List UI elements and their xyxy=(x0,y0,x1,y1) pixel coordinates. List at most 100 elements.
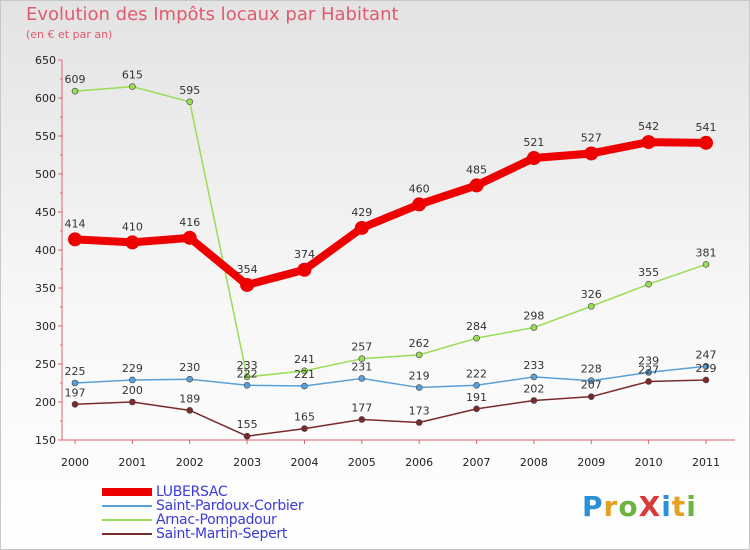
data-label-lubersac: 521 xyxy=(523,136,544,149)
data-label-arnac-pompadour: 284 xyxy=(466,320,487,333)
data-label-arnac-pompadour: 262 xyxy=(409,337,430,350)
data-label-lubersac: 542 xyxy=(638,120,659,133)
x-tick-label: 2011 xyxy=(692,456,720,469)
data-point-saint-pardoux-corbier xyxy=(71,379,79,387)
data-label-saint-martin-sepert: 165 xyxy=(294,411,315,424)
data-label-saint-martin-sepert: 189 xyxy=(179,392,200,405)
data-point-lubersac xyxy=(297,262,312,277)
data-point-lubersac xyxy=(354,220,369,235)
data-point-arnac-pompadour xyxy=(645,280,652,288)
legend-item: LUBERSAC xyxy=(102,484,402,500)
data-point-saint-martin-sepert xyxy=(702,376,710,384)
y-tick-label: 550 xyxy=(35,130,56,143)
x-tick-label: 2008 xyxy=(520,456,548,469)
data-label-arnac-pompadour: 326 xyxy=(581,288,602,301)
data-label-saint-martin-sepert: 202 xyxy=(523,382,544,395)
data-label-saint-pardoux-corbier: 225 xyxy=(65,365,86,378)
data-point-saint-pardoux-corbier xyxy=(358,375,366,382)
data-point-saint-martin-sepert xyxy=(129,398,136,406)
data-point-arnac-pompadour xyxy=(243,373,251,381)
data-label-saint-pardoux-corbier: 231 xyxy=(351,360,372,373)
y-tick-label: 150 xyxy=(35,434,56,447)
data-point-arnac-pompadour xyxy=(301,367,308,375)
data-label-lubersac: 429 xyxy=(351,206,372,219)
data-point-saint-martin-sepert xyxy=(301,425,308,432)
x-tick-label: 2002 xyxy=(176,456,204,469)
legend-item: Saint-Pardoux-Corbier xyxy=(102,498,402,514)
x-tick-label: 2001 xyxy=(118,456,146,469)
legend-item: Arnac-Pompadour xyxy=(102,512,402,528)
data-point-arnac-pompadour xyxy=(358,355,366,362)
data-label-saint-martin-sepert: 197 xyxy=(65,386,86,399)
chart-title: Evolution des Impôts locaux par Habitant xyxy=(26,4,399,25)
data-point-saint-pardoux-corbier xyxy=(645,369,652,376)
data-point-saint-pardoux-corbier xyxy=(129,376,136,384)
data-label-lubersac: 485 xyxy=(466,163,487,176)
data-label-lubersac: 416 xyxy=(179,216,200,229)
data-label-lubersac: 354 xyxy=(237,263,258,276)
chart-subtitle: (en € et par an) xyxy=(26,28,113,41)
data-label-lubersac: 414 xyxy=(65,217,86,230)
data-label-saint-martin-sepert: 173 xyxy=(409,405,430,418)
data-point-lubersac xyxy=(584,146,599,161)
data-point-saint-martin-sepert xyxy=(71,400,79,408)
data-label-saint-martin-sepert: 191 xyxy=(466,391,487,404)
y-tick-label: 250 xyxy=(35,358,56,371)
data-label-lubersac: 527 xyxy=(581,131,602,144)
data-label-saint-pardoux-corbier: 230 xyxy=(179,361,200,374)
data-label-saint-martin-sepert: 155 xyxy=(237,418,258,431)
x-tick-label: 2007 xyxy=(463,456,491,469)
data-label-saint-pardoux-corbier: 233 xyxy=(523,359,544,372)
legend-swatch xyxy=(102,528,152,540)
data-point-lubersac xyxy=(125,235,140,250)
data-point-saint-martin-sepert xyxy=(587,393,595,400)
data-point-saint-martin-sepert xyxy=(243,432,251,440)
data-point-arnac-pompadour xyxy=(415,351,423,359)
data-point-saint-pardoux-corbier xyxy=(186,375,194,383)
data-label-arnac-pompadour: 241 xyxy=(294,353,315,366)
data-point-lubersac xyxy=(526,151,541,166)
data-label-arnac-pompadour: 609 xyxy=(65,73,86,86)
data-point-lubersac xyxy=(699,135,713,150)
data-point-saint-pardoux-corbier xyxy=(243,381,251,389)
legend-swatch xyxy=(102,514,152,526)
data-label-saint-pardoux-corbier: 228 xyxy=(581,363,602,376)
data-point-saint-pardoux-corbier xyxy=(587,377,595,385)
data-label-arnac-pompadour: 355 xyxy=(638,266,659,279)
data-point-arnac-pompadour xyxy=(702,261,710,268)
x-tick-label: 2000 xyxy=(61,456,89,469)
data-label-arnac-pompadour: 298 xyxy=(523,310,544,323)
y-tick-label: 500 xyxy=(35,168,56,181)
y-tick-label: 300 xyxy=(35,320,56,333)
data-point-arnac-pompadour xyxy=(587,302,595,310)
y-tick-label: 400 xyxy=(35,244,56,257)
data-label-lubersac: 410 xyxy=(122,220,143,233)
data-label-saint-pardoux-corbier: 247 xyxy=(696,348,717,361)
data-label-arnac-pompadour: 595 xyxy=(179,84,200,97)
x-tick-label: 2004 xyxy=(290,456,318,469)
legend-label: Arnac-Pompadour xyxy=(156,512,277,528)
data-point-arnac-pompadour xyxy=(530,324,538,331)
data-label-saint-martin-sepert: 229 xyxy=(696,362,717,375)
x-tick-label: 2005 xyxy=(348,456,376,469)
legend-swatch xyxy=(102,486,152,498)
data-point-arnac-pompadour xyxy=(71,87,79,95)
data-point-saint-martin-sepert xyxy=(645,378,652,385)
data-point-lubersac xyxy=(641,135,656,150)
data-label-lubersac: 541 xyxy=(696,121,717,134)
series-line-lubersac xyxy=(71,138,710,289)
data-label-saint-martin-sepert: 227 xyxy=(638,363,659,376)
data-point-lubersac xyxy=(182,230,197,245)
data-point-saint-martin-sepert xyxy=(415,419,423,426)
data-point-saint-martin-sepert xyxy=(473,405,480,413)
data-label-saint-martin-sepert: 207 xyxy=(581,379,602,392)
data-point-saint-pardoux-corbier xyxy=(301,382,308,390)
data-point-saint-pardoux-corbier xyxy=(702,362,710,370)
y-tick-label: 650 xyxy=(35,54,56,67)
data-label-saint-martin-sepert: 200 xyxy=(122,384,143,397)
y-tick-label: 200 xyxy=(35,396,56,409)
series-line-arnac-pompadour xyxy=(74,85,707,378)
data-point-saint-pardoux-corbier xyxy=(415,384,423,391)
legend-item: Saint-Martin-Sepert xyxy=(102,526,402,542)
